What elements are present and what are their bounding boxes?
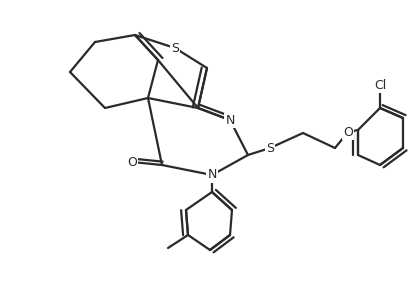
Text: Cl: Cl: [374, 78, 386, 91]
Text: O: O: [127, 156, 137, 168]
Text: S: S: [266, 141, 274, 154]
Text: N: N: [225, 114, 235, 126]
Text: O: O: [343, 126, 353, 139]
Text: S: S: [171, 41, 179, 55]
Text: N: N: [207, 168, 217, 181]
